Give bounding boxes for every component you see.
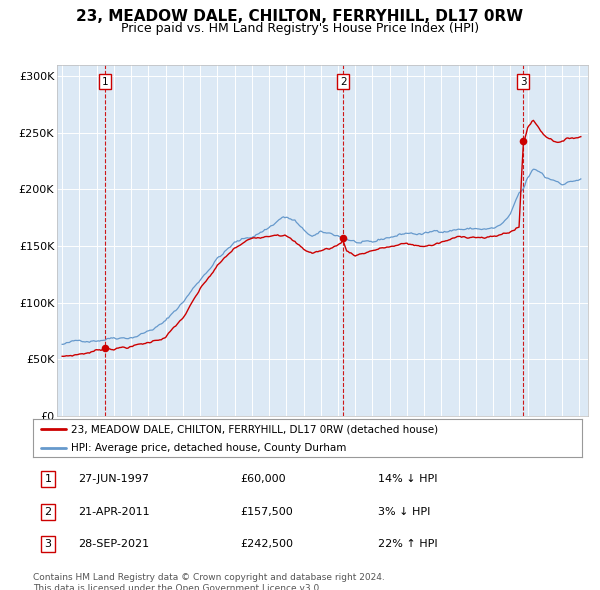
Text: Price paid vs. HM Land Registry's House Price Index (HPI): Price paid vs. HM Land Registry's House … xyxy=(121,22,479,35)
Text: 22% ↑ HPI: 22% ↑ HPI xyxy=(378,539,437,549)
Text: 1: 1 xyxy=(44,474,52,484)
Point xyxy=(518,137,528,146)
Text: 2: 2 xyxy=(340,77,347,87)
Text: 3% ↓ HPI: 3% ↓ HPI xyxy=(378,507,430,517)
Point xyxy=(338,233,348,242)
Text: £242,500: £242,500 xyxy=(240,539,293,549)
Text: 2: 2 xyxy=(44,507,52,517)
Text: 14% ↓ HPI: 14% ↓ HPI xyxy=(378,474,437,484)
Text: 1: 1 xyxy=(102,77,109,87)
Text: 23, MEADOW DALE, CHILTON, FERRYHILL, DL17 0RW: 23, MEADOW DALE, CHILTON, FERRYHILL, DL1… xyxy=(76,9,524,24)
Text: 3: 3 xyxy=(44,539,52,549)
Text: 27-JUN-1997: 27-JUN-1997 xyxy=(78,474,149,484)
Text: 21-APR-2011: 21-APR-2011 xyxy=(78,507,149,517)
Text: 23, MEADOW DALE, CHILTON, FERRYHILL, DL17 0RW (detached house): 23, MEADOW DALE, CHILTON, FERRYHILL, DL1… xyxy=(71,424,439,434)
Text: HPI: Average price, detached house, County Durham: HPI: Average price, detached house, Coun… xyxy=(71,442,347,453)
Text: 28-SEP-2021: 28-SEP-2021 xyxy=(78,539,149,549)
Text: £60,000: £60,000 xyxy=(240,474,286,484)
Text: Contains HM Land Registry data © Crown copyright and database right 2024.
This d: Contains HM Land Registry data © Crown c… xyxy=(33,573,385,590)
Text: £157,500: £157,500 xyxy=(240,507,293,517)
Point xyxy=(100,343,110,353)
Text: 3: 3 xyxy=(520,77,526,87)
